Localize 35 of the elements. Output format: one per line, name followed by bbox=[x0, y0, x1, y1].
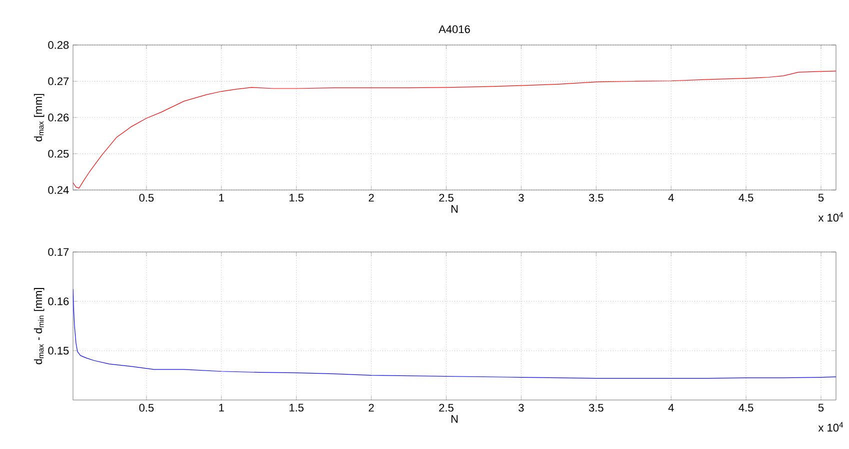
x-tick-label: 1 bbox=[219, 404, 224, 412]
x-tick-label: 2 bbox=[368, 404, 374, 412]
x-axis-title: N bbox=[451, 415, 458, 423]
x-tick-label: 3 bbox=[518, 404, 524, 412]
y-tick-label: 0.27 bbox=[48, 77, 69, 86]
y-tick-label: 0.25 bbox=[48, 150, 69, 158]
x-tick-label: 5 bbox=[818, 194, 824, 202]
text: x 10$^{4}$ bbox=[818, 422, 844, 432]
y-axis-title: d$_{max}$ - d$_{min}$ [mm] bbox=[34, 288, 44, 364]
x-tick-label: 3 bbox=[518, 194, 524, 202]
x-tick-label: 1.5 bbox=[290, 404, 304, 412]
x-tick-label: 0.5 bbox=[139, 194, 154, 202]
x-tick-label: 3.5 bbox=[588, 404, 604, 412]
x-tick-label: 4 bbox=[668, 194, 674, 202]
x-tick-label: 4.5 bbox=[738, 194, 754, 202]
x-tick-label: 2 bbox=[368, 194, 374, 202]
y-axis-title: d$_{max}$ [mm] bbox=[34, 94, 44, 142]
x-axis-title: N bbox=[451, 205, 458, 213]
y-tick-label: 0.26 bbox=[48, 114, 69, 122]
y-tick-label: 0.16 bbox=[48, 297, 69, 306]
chart-title: A4016 bbox=[438, 25, 470, 34]
x-tick-label: 0.5 bbox=[139, 404, 154, 412]
y-tick-label: 0.15 bbox=[48, 346, 69, 355]
x-tick-label: 2.5 bbox=[439, 194, 454, 202]
y-tick-label: 0.17 bbox=[48, 248, 69, 256]
x-tick-label: 3.5 bbox=[588, 194, 604, 202]
x-tick-label: 4 bbox=[668, 404, 674, 412]
x-tick-label: 1.5 bbox=[290, 194, 304, 202]
x-tick-label: 1 bbox=[219, 194, 224, 202]
text: x 10$^{4}$ bbox=[818, 212, 844, 222]
x-tick-label: 4.5 bbox=[738, 404, 754, 412]
x-tick-label: 5 bbox=[818, 404, 824, 412]
y-tick-label: 0.24 bbox=[48, 186, 69, 194]
x-tick-label: 2.5 bbox=[439, 404, 454, 412]
y-tick-label: 0.28 bbox=[48, 41, 69, 49]
